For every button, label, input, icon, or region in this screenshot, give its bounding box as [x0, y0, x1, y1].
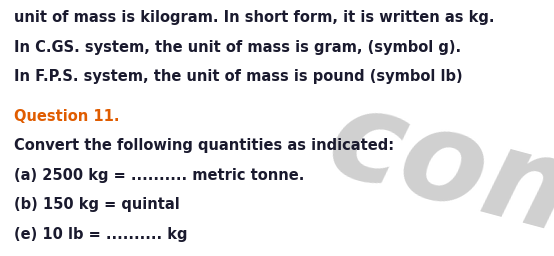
Text: (a) 2500 kg = .......... metric tonne.: (a) 2500 kg = .......... metric tonne.	[14, 168, 304, 183]
Text: (e) 10 lb = .......... kg: (e) 10 lb = .......... kg	[14, 227, 187, 242]
Text: unit of mass is kilogram. In short form, it is written as kg.: unit of mass is kilogram. In short form,…	[14, 10, 494, 25]
Text: Convert the following quantities as indicated:: Convert the following quantities as indi…	[14, 138, 394, 153]
Text: In C.GS. system, the unit of mass is gram, (symbol g).: In C.GS. system, the unit of mass is gra…	[14, 40, 461, 55]
Text: (b) 150 kg = quintal: (b) 150 kg = quintal	[14, 197, 179, 212]
Text: Question 11.: Question 11.	[14, 109, 119, 124]
Text: com: com	[315, 78, 554, 256]
Text: In F.P.S. system, the unit of mass is pound (symbol lb): In F.P.S. system, the unit of mass is po…	[14, 69, 463, 84]
